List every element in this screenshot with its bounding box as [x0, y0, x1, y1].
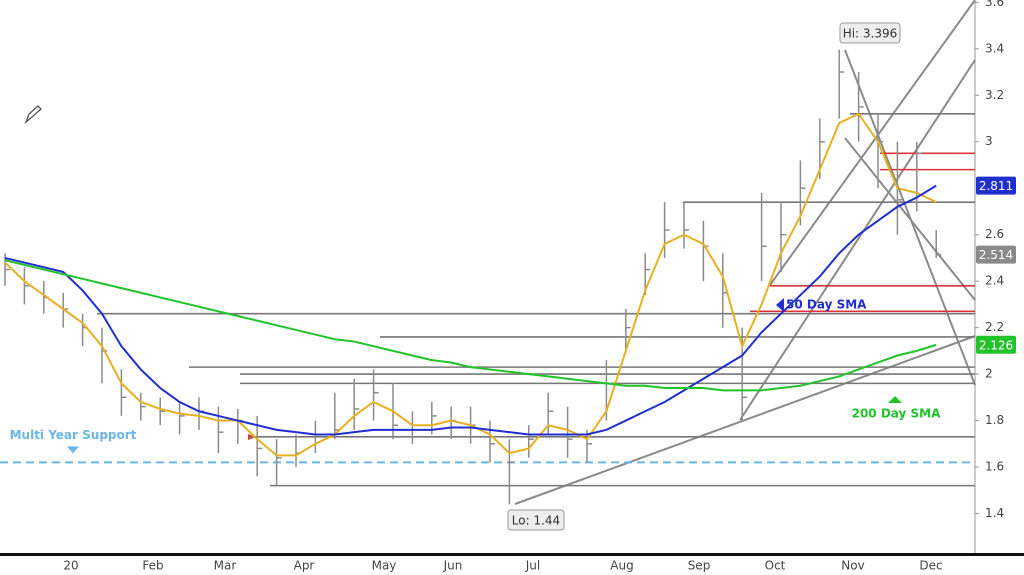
x-tick-label: Sep: [688, 559, 711, 573]
sma-arrow: [776, 298, 784, 312]
value-badge: [976, 245, 1016, 264]
x-tick-label: Dec: [919, 559, 942, 573]
value-badge-label: 2.126: [979, 338, 1013, 352]
value-badge-label: 2.811: [979, 179, 1013, 193]
sma-line: [4, 184, 937, 436]
trendlines: [514, 0, 976, 505]
x-tick-label: Jul: [525, 559, 540, 573]
y-tick-label: 2.4: [985, 274, 1004, 288]
x-tick-label: Jun: [443, 559, 463, 573]
high-label: Hi: 3.396: [843, 27, 898, 41]
x-tick-label: Nov: [841, 559, 864, 573]
value-badge: [976, 176, 1016, 195]
x-tick-label: Apr: [294, 559, 315, 573]
trendline: [844, 137, 976, 301]
y-tick-label: 1.8: [985, 413, 1004, 427]
y-tick-label: 3.2: [985, 88, 1004, 102]
y-tick-label: 2.2: [985, 320, 1004, 334]
x-tick-label: Feb: [142, 559, 163, 573]
trendline: [514, 335, 976, 505]
callout-box: [839, 22, 901, 44]
y-tick-label: 2: [985, 367, 993, 381]
sma-line: [4, 259, 937, 392]
value-badge: [976, 335, 1016, 354]
x-tick-label: Oct: [765, 559, 786, 573]
y-tick-label: 2.6: [985, 227, 1004, 241]
trendline: [769, 0, 976, 286]
pencil-icon[interactable]: [24, 105, 42, 125]
callout-box: [507, 509, 565, 531]
support-label: Multi Year Support: [10, 428, 137, 442]
sma-line: [4, 112, 937, 457]
y-tick-label: 3.4: [985, 41, 1004, 55]
sma-arrow: [888, 396, 902, 403]
y-tick-label: 3.6: [985, 0, 1004, 9]
x-tick-label: May: [372, 559, 397, 573]
y-tick-label: 1.4: [985, 506, 1004, 520]
x-tick-label: 20: [63, 559, 78, 573]
value-badge-label: 2.514: [979, 248, 1013, 262]
sma-label: 200 Day SMA: [852, 407, 942, 421]
trendline: [739, 59, 976, 421]
y-tick-label: 3: [985, 134, 993, 148]
x-axis: [0, 553, 1024, 556]
sma-label: 50 Day SMA: [786, 298, 867, 312]
x-tick-label: Mar: [214, 559, 237, 573]
support-arrow: [67, 446, 79, 454]
y-tick-label: 1.6: [985, 460, 1004, 474]
low-label: Lo: 1.44: [512, 514, 560, 528]
x-tick-label: Aug: [610, 559, 633, 573]
